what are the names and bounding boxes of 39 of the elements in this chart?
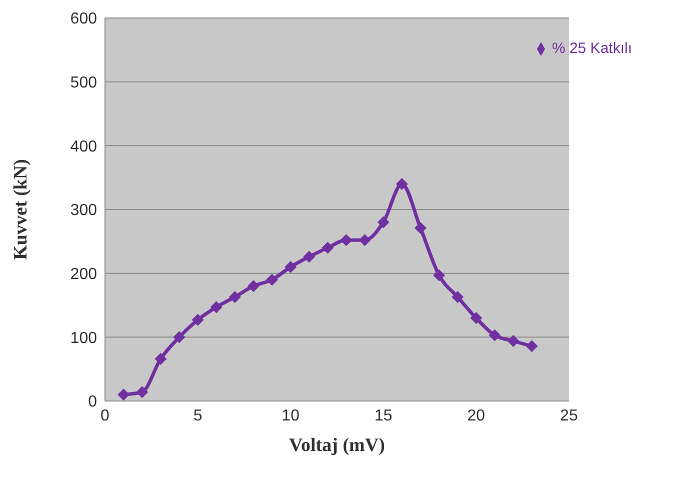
point xyxy=(303,250,316,263)
x-tick-label: 10 xyxy=(282,407,300,424)
point xyxy=(173,331,186,344)
point xyxy=(118,388,130,401)
point xyxy=(284,260,297,273)
legend-label: % 25 Katkılı xyxy=(552,40,632,57)
point xyxy=(247,280,260,292)
point xyxy=(228,290,241,303)
x-tick-label: 20 xyxy=(467,407,486,424)
point xyxy=(452,290,464,303)
x-tick-label: 15 xyxy=(374,407,392,424)
x-tick-label: 25 xyxy=(560,407,578,424)
point xyxy=(414,222,426,234)
y-tick-label: 500 xyxy=(70,74,98,92)
y-tick-label: 0 xyxy=(88,394,98,411)
y-tick-label: 100 xyxy=(70,330,98,347)
point xyxy=(396,178,408,190)
point xyxy=(136,386,148,398)
point xyxy=(154,352,167,365)
point xyxy=(358,234,371,246)
y-axis-title: Kuvvet (kN) xyxy=(10,159,32,260)
y-tick-label: 200 xyxy=(70,266,98,284)
point xyxy=(433,269,446,282)
point xyxy=(526,340,538,352)
point xyxy=(210,301,222,314)
point xyxy=(192,314,204,326)
x-axis-title: Voltaj (mV) xyxy=(289,435,385,456)
point xyxy=(488,329,501,342)
point xyxy=(266,274,278,286)
point xyxy=(322,242,334,254)
point xyxy=(377,216,390,228)
x-tick-label: 0 xyxy=(100,407,110,424)
x-tick-label: 5 xyxy=(193,407,202,424)
y-tick-label: 300 xyxy=(70,202,98,220)
point xyxy=(507,334,520,347)
point xyxy=(340,234,352,246)
y-tick-label: 400 xyxy=(70,138,98,156)
point xyxy=(470,312,482,324)
y-tick-label: 600 xyxy=(70,10,98,28)
